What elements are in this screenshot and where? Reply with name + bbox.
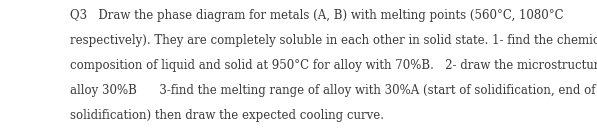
Text: Q3   Draw the phase diagram for metals (A, B) with melting points (560°C, 1080°C: Q3 Draw the phase diagram for metals (A,… [70, 9, 564, 22]
Text: composition of liquid and solid at 950°C for alloy with 70%B.   2- draw the micr: composition of liquid and solid at 950°C… [70, 59, 597, 72]
Text: solidification) then draw the expected cooling curve.: solidification) then draw the expected c… [70, 109, 384, 122]
Text: respectively). They are completely soluble in each other in solid state. 1- find: respectively). They are completely solub… [70, 34, 597, 47]
Text: alloy 30%B      3-find the melting range of alloy with 30%A (start of solidifica: alloy 30%B 3-find the melting range of a… [70, 84, 596, 97]
